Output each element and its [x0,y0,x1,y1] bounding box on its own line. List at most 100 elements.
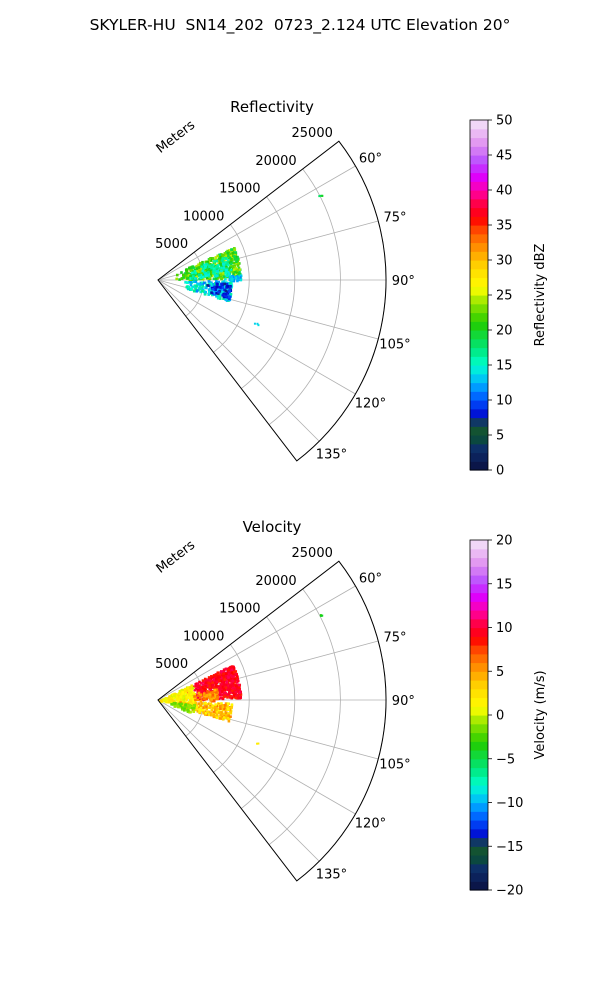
echo-cell [186,709,189,712]
echo-cell [229,275,232,279]
echo-cell [212,277,216,281]
echo-cell [187,696,191,700]
echo-cell [204,681,208,685]
reflectivity-colorbar: 0 5 10 15 20 25 30 35 40 45 50 Reflectivity dBZ [469,114,548,479]
echo-cell [180,702,183,706]
echo-cell [201,679,205,682]
colorbar-segment [470,575,488,585]
echo-cell [193,695,196,698]
colorbar-segment [470,321,488,331]
angle-tick-label: 60° [359,571,382,586]
echo-cell [185,695,189,699]
colorbar-tick-label: 15 [496,359,513,374]
echo-cell [165,697,168,701]
echo-cell [234,683,237,687]
echo-cell [238,270,241,274]
echo-cell [195,289,199,293]
echo-cell [175,273,179,277]
echo-cell [203,692,206,695]
echo-cell [227,293,231,296]
echo-cell [214,288,217,292]
echo-cell [192,696,196,700]
colorbar-segment [470,233,488,244]
sector-frame [157,560,387,882]
echo-cell [179,705,183,709]
echo-cell [201,690,205,694]
echo-cell [208,713,211,717]
colorbar-tick-label: 5 [496,429,504,444]
echo-cell [215,295,218,298]
echo-cell [203,292,207,296]
echo-cell [235,681,239,684]
echo-cell [224,256,227,260]
echo-cell [221,294,225,297]
echo-cell [234,696,238,700]
echo-cell [185,268,188,271]
echo-cell [209,711,212,715]
echo-cell [181,696,184,700]
echo-cell [207,676,211,679]
echo-cell [228,267,232,270]
echo-cell [192,280,196,284]
echo-data [175,194,324,327]
echo-cell [221,712,224,716]
echo-cell [236,255,239,259]
echo-cell [197,685,200,689]
echo-cell [232,279,236,282]
echo-cell [193,703,196,707]
echo-cell [194,708,197,712]
echo-cell [219,713,223,717]
colorbar-segment [470,417,488,427]
angle-tick-label: 105° [379,757,410,772]
echo-cell [223,282,227,286]
echo-cell [209,686,213,689]
echo-cell [213,688,217,692]
echo-cell [208,679,211,682]
echo-cell [216,276,220,280]
echo-cell [203,713,207,716]
echo-cell [220,269,223,273]
echo-cell [227,706,230,710]
echo-cell [227,254,230,258]
colorbar-segment [470,680,488,690]
echo-cell [220,688,223,691]
echo-cell [238,276,242,279]
echo-cell [210,713,213,717]
echo-cell [172,700,175,703]
echo-cell [173,694,176,698]
radial-tick-label: 10000 [183,629,224,644]
colorbar-tick-label: 15 [496,577,513,592]
echo-cell [198,696,202,699]
echo-cell [177,694,180,698]
echo-cell [180,707,184,711]
echo-cell [235,260,238,264]
colorbar-segment [470,863,488,874]
echo-cell [206,710,209,713]
colorbar-segment [470,137,488,147]
echo-cell [227,272,231,275]
echo-cell [229,694,232,698]
echo-cell [206,260,209,264]
echo-cell [226,270,230,274]
echo-cell [225,708,228,712]
colorbar-segment [470,688,488,699]
echo-cell [188,691,192,694]
echo-cell [187,281,191,284]
echo-cell [184,274,188,278]
colorbar-segment [470,557,488,567]
echo-cell [232,268,236,271]
echo-cell [189,275,192,278]
echo-cell [180,706,184,710]
echo-cell [233,255,236,258]
colorbar-segment [470,662,488,672]
echo-cell [228,249,231,252]
colorbar-segment [470,776,488,786]
echo-cell [256,742,259,745]
echo-cell [213,293,216,296]
echo-cell [214,673,218,677]
colorbar-tick-label: −10 [496,796,523,811]
echo-cell [236,677,239,681]
colorbar-tick-label: −5 [496,752,515,767]
echo-cell [208,270,212,273]
colorbar-segment [470,312,488,322]
